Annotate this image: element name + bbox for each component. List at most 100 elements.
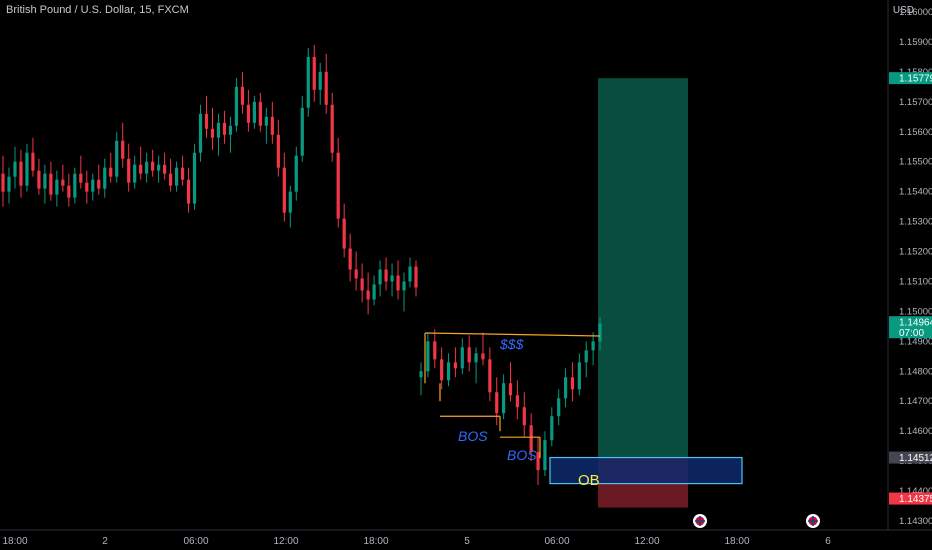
- candle-body: [228, 125, 233, 135]
- candle-body: [204, 113, 209, 129]
- price-tick-label: 1.14600: [899, 426, 932, 437]
- candle-body: [508, 383, 513, 396]
- candle-body: [402, 281, 406, 291]
- candle-body: [49, 173, 53, 195]
- candle-body: [168, 173, 173, 186]
- time-tick-label: 2: [102, 536, 108, 547]
- candle-body: [37, 170, 41, 189]
- time-tick-label: 18:00: [2, 536, 27, 547]
- candle-body: [481, 353, 485, 360]
- candle-body: [115, 140, 119, 177]
- candle-body: [557, 398, 561, 417]
- candle-body: [276, 134, 280, 168]
- candle-body: [67, 185, 71, 198]
- target-price-badge-text: 1.15779: [899, 74, 932, 85]
- price-tick-label: 1.15900: [899, 37, 932, 48]
- time-tick-label: 18:00: [363, 536, 388, 547]
- candle-body: [121, 140, 125, 159]
- candle-body: [252, 101, 256, 123]
- price-axis[interactable]: 1.160001.159001.158001.157001.156001.155…: [899, 7, 932, 527]
- candle-body: [543, 440, 547, 471]
- candle-body: [570, 377, 575, 390]
- candle-body: [536, 452, 540, 471]
- candle-body: [318, 71, 322, 90]
- profit-target-zone[interactable]: [598, 78, 688, 458]
- candle-body: [13, 161, 17, 177]
- bos-label-2: BOS: [507, 447, 537, 463]
- time-tick-label: 6: [825, 536, 831, 547]
- current-price-badge-bg: [889, 316, 932, 339]
- candle-body: [282, 167, 286, 213]
- target-price-badge: 1.15779: [889, 72, 932, 85]
- price-tick-label: 1.15700: [899, 97, 932, 108]
- candle-body: [25, 152, 29, 186]
- candle-body: [264, 116, 268, 126]
- time-tick-label: 5: [464, 536, 470, 547]
- candle-body: [180, 167, 185, 180]
- entry-price-badge: 1.14512: [889, 451, 932, 464]
- candle-body: [598, 323, 602, 342]
- stop-price-badge: 1.14375: [889, 492, 932, 505]
- candle-body: [240, 86, 245, 105]
- price-tick-label: 1.14800: [899, 366, 932, 377]
- candle-body: [354, 269, 358, 279]
- time-axis[interactable]: 18:00 2 06:00 12:00 18:00 5 06:00 12:00 18:00 6: [2, 536, 831, 547]
- candle-body: [378, 269, 382, 285]
- order-block-label: OB: [578, 472, 600, 489]
- price-tick-label: 1.14400: [899, 486, 932, 497]
- candle-body: [79, 173, 83, 183]
- order-block-zone[interactable]: [549, 456, 743, 485]
- candle-body: [19, 161, 23, 186]
- price-tick-label: 1.15500: [899, 157, 932, 168]
- candle-body: [192, 152, 197, 204]
- candle-body: [61, 179, 65, 186]
- candle-body: [222, 122, 227, 135]
- liquidity-label: $$$: [499, 336, 524, 352]
- time-tick-label: 06:00: [183, 536, 208, 547]
- candle-body: [495, 392, 499, 414]
- candle-body: [103, 167, 107, 189]
- price-tick-label: 1.15300: [899, 217, 932, 228]
- candle-body: [384, 269, 388, 282]
- entry-price-badge-text: 1.14512: [899, 453, 932, 464]
- symbol-title[interactable]: British Pound / U.S. Dollar, 15, FXCM: [6, 4, 189, 16]
- candle-body: [306, 56, 310, 108]
- candle-body: [198, 113, 203, 153]
- candle-body: [591, 341, 595, 351]
- candle-body: [467, 347, 471, 363]
- candle-body: [43, 173, 47, 189]
- price-tick-label: 1.15200: [899, 247, 932, 258]
- candle-body: [174, 167, 179, 186]
- price-tick-label: 1.15400: [899, 187, 932, 198]
- candle-body: [294, 155, 298, 192]
- structure-lines: [424, 332, 601, 459]
- candle-body: [529, 425, 533, 453]
- candle-body: [1, 173, 5, 192]
- candle-body: [372, 284, 376, 300]
- candle-body: [270, 116, 274, 135]
- current-price-badge-text: 1.14964: [899, 318, 932, 329]
- candle-body: [133, 164, 137, 183]
- time-tick-label: 06:00: [544, 536, 569, 547]
- candle-body: [163, 164, 167, 174]
- candle-body: [584, 350, 588, 363]
- candle-body: [55, 179, 59, 195]
- candle-body: [390, 275, 394, 282]
- economic-event-icon[interactable]: [806, 514, 820, 528]
- economic-event-icon[interactable]: [693, 514, 707, 528]
- candle-body: [360, 278, 364, 291]
- candle-body: [396, 275, 400, 291]
- candle-body: [446, 362, 451, 381]
- candle-body: [563, 377, 568, 399]
- entry-price-badge-bg: [889, 451, 932, 464]
- stop-price-badge-bg: [889, 492, 932, 505]
- candle-body: [324, 71, 328, 105]
- candle-body: [366, 290, 370, 300]
- stop-price-badge-text: 1.14375: [899, 494, 932, 505]
- candle-body: [488, 359, 492, 393]
- candle-body: [216, 122, 221, 138]
- candle-body: [577, 362, 581, 390]
